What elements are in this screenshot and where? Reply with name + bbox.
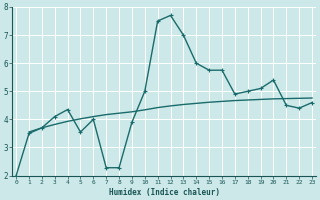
X-axis label: Humidex (Indice chaleur): Humidex (Indice chaleur) [108, 188, 220, 197]
